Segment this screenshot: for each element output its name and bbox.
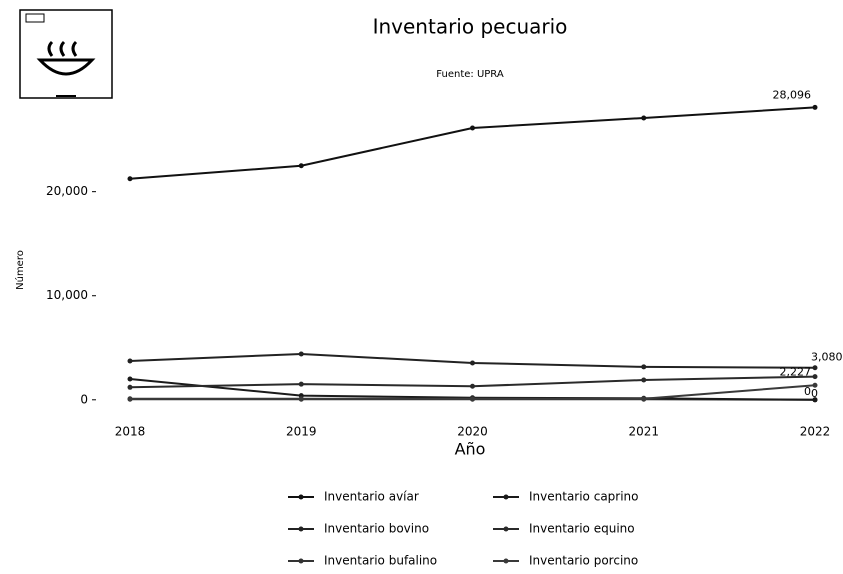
data-label: 2,227 bbox=[780, 366, 812, 379]
point bbox=[127, 384, 133, 390]
point bbox=[641, 364, 647, 370]
logo bbox=[19, 9, 113, 99]
x-axis-title: Año bbox=[455, 440, 486, 459]
y-axis-title: Número bbox=[14, 250, 26, 290]
legend-item: Inventario caprino bbox=[493, 490, 639, 504]
x-tick-label: 2020 bbox=[457, 425, 488, 439]
point bbox=[127, 176, 133, 182]
x-tick-label: 2018 bbox=[115, 425, 146, 439]
data-label: 28,096 bbox=[773, 88, 812, 101]
legend-label: Inventario avíar bbox=[324, 490, 419, 504]
legend-label: Inventario porcino bbox=[529, 554, 638, 568]
point bbox=[812, 374, 818, 380]
legend-item: Inventario equino bbox=[493, 522, 635, 536]
point bbox=[812, 397, 818, 403]
legend-label: Inventario bovino bbox=[324, 522, 429, 536]
point bbox=[812, 382, 818, 388]
series-line bbox=[129, 106, 816, 180]
legend-label: Inventario bufalino bbox=[324, 554, 437, 568]
legend-item: Inventario avíar bbox=[288, 490, 419, 504]
point bbox=[641, 396, 647, 402]
point bbox=[298, 163, 304, 169]
chart-subtitle: Fuente: UPRA bbox=[436, 69, 504, 80]
x-tick-label: 2022 bbox=[800, 425, 831, 439]
point bbox=[470, 125, 475, 131]
legend-swatch-point bbox=[298, 494, 304, 500]
x-tick-label: 2019 bbox=[286, 425, 317, 439]
point bbox=[127, 396, 133, 402]
point bbox=[127, 376, 133, 382]
point bbox=[812, 104, 818, 110]
data-label: 0 bbox=[804, 385, 811, 398]
legend-swatch-point bbox=[503, 494, 509, 500]
point bbox=[641, 115, 647, 121]
y-tick-label: 0 bbox=[80, 392, 88, 406]
y-tick-label: 10,000 bbox=[46, 288, 88, 302]
point bbox=[298, 381, 304, 387]
legend-item: Inventario porcino bbox=[493, 554, 638, 568]
legend-swatch-point bbox=[298, 526, 304, 532]
point bbox=[298, 351, 304, 357]
chart-title: Inventario pecuario bbox=[373, 15, 568, 39]
legend-swatch-point bbox=[503, 558, 509, 564]
legend-swatch-point bbox=[503, 526, 509, 532]
point bbox=[812, 365, 818, 371]
legend-label: Inventario caprino bbox=[529, 490, 639, 504]
point bbox=[298, 396, 304, 402]
data-label: 0 bbox=[811, 387, 818, 400]
point bbox=[470, 396, 475, 402]
legend-swatch-point bbox=[298, 558, 304, 564]
legend-item: Inventario bufalino bbox=[288, 554, 437, 568]
legend-label: Inventario equino bbox=[529, 522, 635, 536]
legend-item: Inventario bovino bbox=[288, 522, 429, 536]
data-label: 3,080 bbox=[811, 351, 843, 364]
point bbox=[470, 360, 475, 366]
point bbox=[127, 358, 133, 364]
y-tick-label: 20,000 bbox=[46, 184, 88, 198]
point bbox=[470, 383, 475, 389]
x-tick-label: 2021 bbox=[628, 425, 659, 439]
point bbox=[641, 377, 647, 383]
